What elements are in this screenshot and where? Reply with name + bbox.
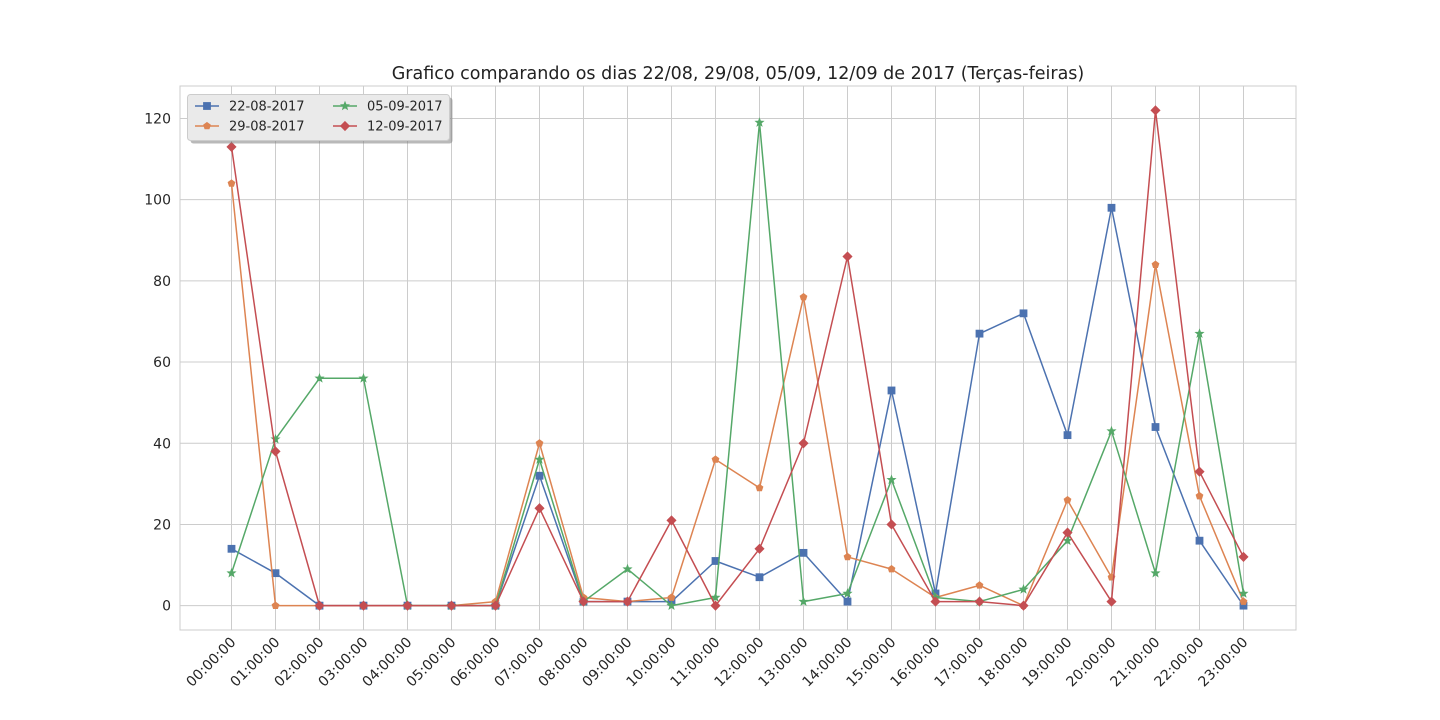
legend-marker (339, 100, 351, 111)
data-point (666, 515, 677, 526)
data-point (314, 372, 325, 383)
data-point (843, 552, 852, 561)
y-tick-label: 80 (153, 274, 171, 290)
legend-entry: 29-08-2017 (195, 120, 305, 135)
data-point (710, 592, 721, 602)
data-point (1019, 309, 1028, 318)
data-point (1107, 203, 1116, 212)
x-axis: 00:00:0001:00:0002:00:0003:00:0004:00:00… (184, 635, 1252, 691)
data-point (226, 567, 237, 578)
legend-label: 29-08-2017 (229, 120, 305, 135)
data-point (975, 329, 984, 338)
data-point (1062, 527, 1073, 538)
data-point (1238, 588, 1249, 598)
y-tick-label: 120 (144, 111, 171, 127)
legend-entry: 12-09-2017 (333, 120, 443, 135)
data-point (358, 372, 369, 383)
data-point (1195, 536, 1204, 545)
data-point (1063, 495, 1072, 504)
legend-label: 05-09-2017 (367, 100, 443, 115)
legend-entry: 22-08-2017 (195, 100, 305, 115)
data-point (843, 597, 852, 606)
series-line (230, 109, 1245, 607)
data-point (1018, 584, 1029, 594)
y-tick-label: 40 (153, 436, 171, 452)
chart-title: Grafico comparando os dias 22/08, 29/08,… (392, 64, 1085, 84)
data-point (710, 600, 721, 611)
data-point (1062, 535, 1073, 545)
data-point (887, 565, 896, 573)
data-point (226, 141, 237, 152)
data-point (1238, 551, 1249, 562)
data-point (534, 454, 545, 464)
data-point (711, 455, 720, 463)
data-point (270, 433, 281, 444)
data-point (534, 503, 545, 514)
data-point (886, 474, 897, 485)
data-point (755, 573, 764, 582)
y-tick-label: 0 (162, 599, 171, 615)
data-point (622, 596, 633, 607)
data-point (754, 117, 765, 127)
legend-box (187, 94, 450, 141)
data-point (227, 179, 236, 187)
data-point (446, 600, 457, 611)
data-point (1106, 596, 1117, 607)
data-point (798, 596, 809, 606)
data-point (402, 600, 413, 611)
data-point (886, 519, 897, 530)
data-point (1063, 431, 1072, 440)
data-point (1018, 600, 1029, 611)
data-point (271, 601, 280, 609)
data-point (270, 446, 281, 457)
data-point (490, 600, 501, 611)
series-line (230, 121, 1245, 607)
data-point (975, 581, 984, 589)
data-point (535, 439, 544, 447)
legend-marker (339, 120, 351, 132)
grid (180, 86, 1296, 630)
data-point (1150, 567, 1161, 578)
data-point (799, 548, 808, 557)
legend-label: 12-09-2017 (367, 120, 443, 135)
data-point (578, 596, 589, 607)
legend-label: 22-08-2017 (229, 100, 305, 115)
series-layer (226, 105, 1249, 611)
data-point (1106, 425, 1117, 436)
data-point (930, 596, 941, 607)
data-point (535, 471, 544, 480)
legend-marker (203, 102, 211, 110)
legend-marker (203, 121, 211, 130)
data-point (974, 596, 985, 607)
legend: 22-08-2017 29-08-2017 05-09-2017 12-09-2017 (187, 94, 453, 144)
y-axis: 0 20 40 60 80 100 120 (144, 111, 171, 614)
data-point (1194, 466, 1205, 477)
data-point (887, 386, 896, 395)
data-point (666, 600, 677, 610)
data-point (358, 600, 369, 611)
data-point (227, 544, 236, 553)
data-point (1195, 491, 1204, 500)
data-point (1151, 260, 1160, 268)
data-point (1239, 597, 1248, 605)
data-point (622, 563, 633, 574)
data-point (842, 588, 853, 598)
series-12-09-2017 (226, 105, 1249, 611)
y-tick-label: 60 (153, 355, 171, 371)
data-point (1151, 423, 1160, 431)
data-point (798, 438, 809, 449)
data-point (842, 251, 853, 262)
y-tick-label: 100 (144, 193, 171, 209)
data-point (755, 483, 764, 492)
y-tick-label: 20 (153, 517, 171, 533)
legend-entry: 05-09-2017 (333, 100, 443, 115)
data-point (799, 293, 808, 301)
data-point (1150, 105, 1161, 116)
data-point (314, 600, 325, 611)
data-point (754, 543, 765, 554)
data-point (1194, 328, 1205, 338)
